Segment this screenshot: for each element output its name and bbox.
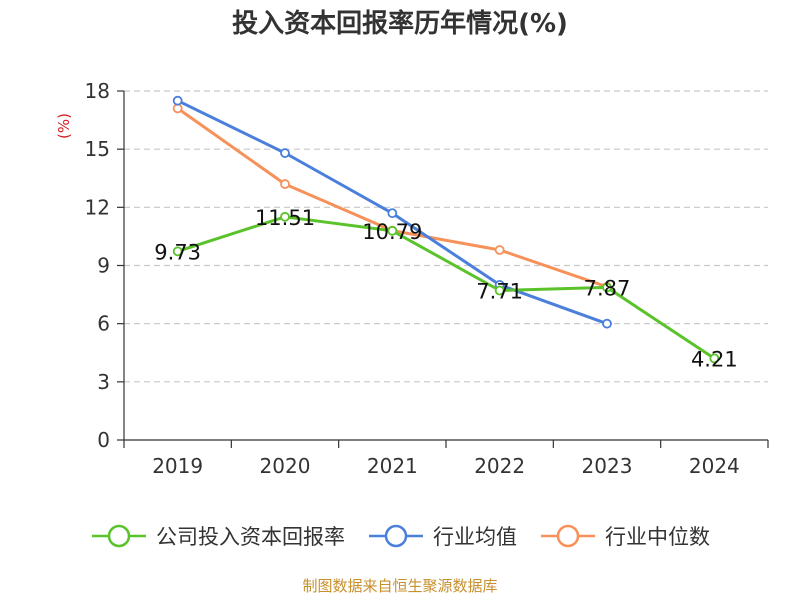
y-tick-label: 15	[85, 137, 110, 161]
data-label: 10.79	[362, 220, 422, 244]
x-tick-label: 2023	[582, 454, 633, 478]
x-tick-label: 2019	[152, 454, 203, 478]
data-point-marker[interactable]	[602, 318, 612, 329]
data-point-marker[interactable]	[494, 285, 505, 296]
legend-line-marker-icon	[541, 524, 595, 548]
legend-item[interactable]: 行业中位数	[539, 521, 710, 551]
data-point-marker[interactable]	[172, 95, 183, 106]
chart-title: 投入资本回报率历年情况(%)	[232, 9, 568, 39]
legend-label: 行业均值	[433, 525, 517, 549]
data-label: 7.71	[476, 280, 523, 304]
grid-lines	[124, 90, 768, 383]
data-label: 4.21	[691, 347, 738, 371]
data-point-marker[interactable]	[494, 245, 505, 255]
legend-item[interactable]: 行业均值	[367, 521, 517, 551]
chart-legend: 公司投入资本回报率 行业均值 行业中位数	[0, 518, 800, 554]
x-tick-label: 2020	[260, 454, 311, 478]
series-line-2	[176, 106, 609, 289]
series-lines	[172, 95, 720, 364]
data-point-marker[interactable]	[280, 211, 290, 222]
data-point-marker[interactable]	[280, 179, 290, 189]
x-tick-label: 2022	[474, 454, 525, 478]
legend-item[interactable]: 公司投入资本回报率	[90, 521, 345, 551]
legend-label: 行业中位数	[605, 525, 710, 549]
y-tick-label: 12	[85, 195, 110, 219]
data-point-marker[interactable]	[172, 103, 183, 114]
legend-line-marker-icon	[92, 524, 146, 548]
data-source-footer: 制图数据来自恒生聚源数据库	[302, 577, 498, 595]
x-tick-label: 2021	[367, 454, 418, 478]
data-labels: 9.73 11.51 10.79 7.71 7.87 4.21	[154, 206, 737, 372]
legend-circle	[556, 524, 580, 548]
data-point-marker[interactable]	[387, 225, 398, 236]
legend-circle	[107, 524, 131, 548]
y-tick-label: 9	[97, 254, 110, 278]
y-tick-label: 0	[97, 428, 110, 452]
y-tick-label: 6	[97, 312, 110, 336]
data-label: 7.87	[584, 276, 631, 300]
legend-line-marker-icon	[369, 524, 423, 548]
data-point-marker[interactable]	[280, 148, 290, 158]
data-point-marker[interactable]	[172, 246, 183, 257]
x-tick-label: 2024	[689, 454, 740, 478]
y-tick-label: 3	[97, 370, 110, 394]
data-label: 11.51	[255, 206, 315, 230]
y-tick-label: 18	[85, 79, 110, 103]
legend-label: 公司投入资本回报率	[156, 525, 345, 549]
axes: 0 3 6 9 12 15 18 2019 2020 2021 2022 2023 2024	[85, 79, 769, 478]
data-point-marker[interactable]	[387, 208, 398, 219]
data-point-marker[interactable]	[709, 353, 720, 364]
data-point-marker[interactable]	[602, 282, 612, 293]
data-label: 9.73	[154, 240, 201, 264]
legend-circle	[384, 524, 408, 548]
series-line-0	[176, 215, 716, 360]
